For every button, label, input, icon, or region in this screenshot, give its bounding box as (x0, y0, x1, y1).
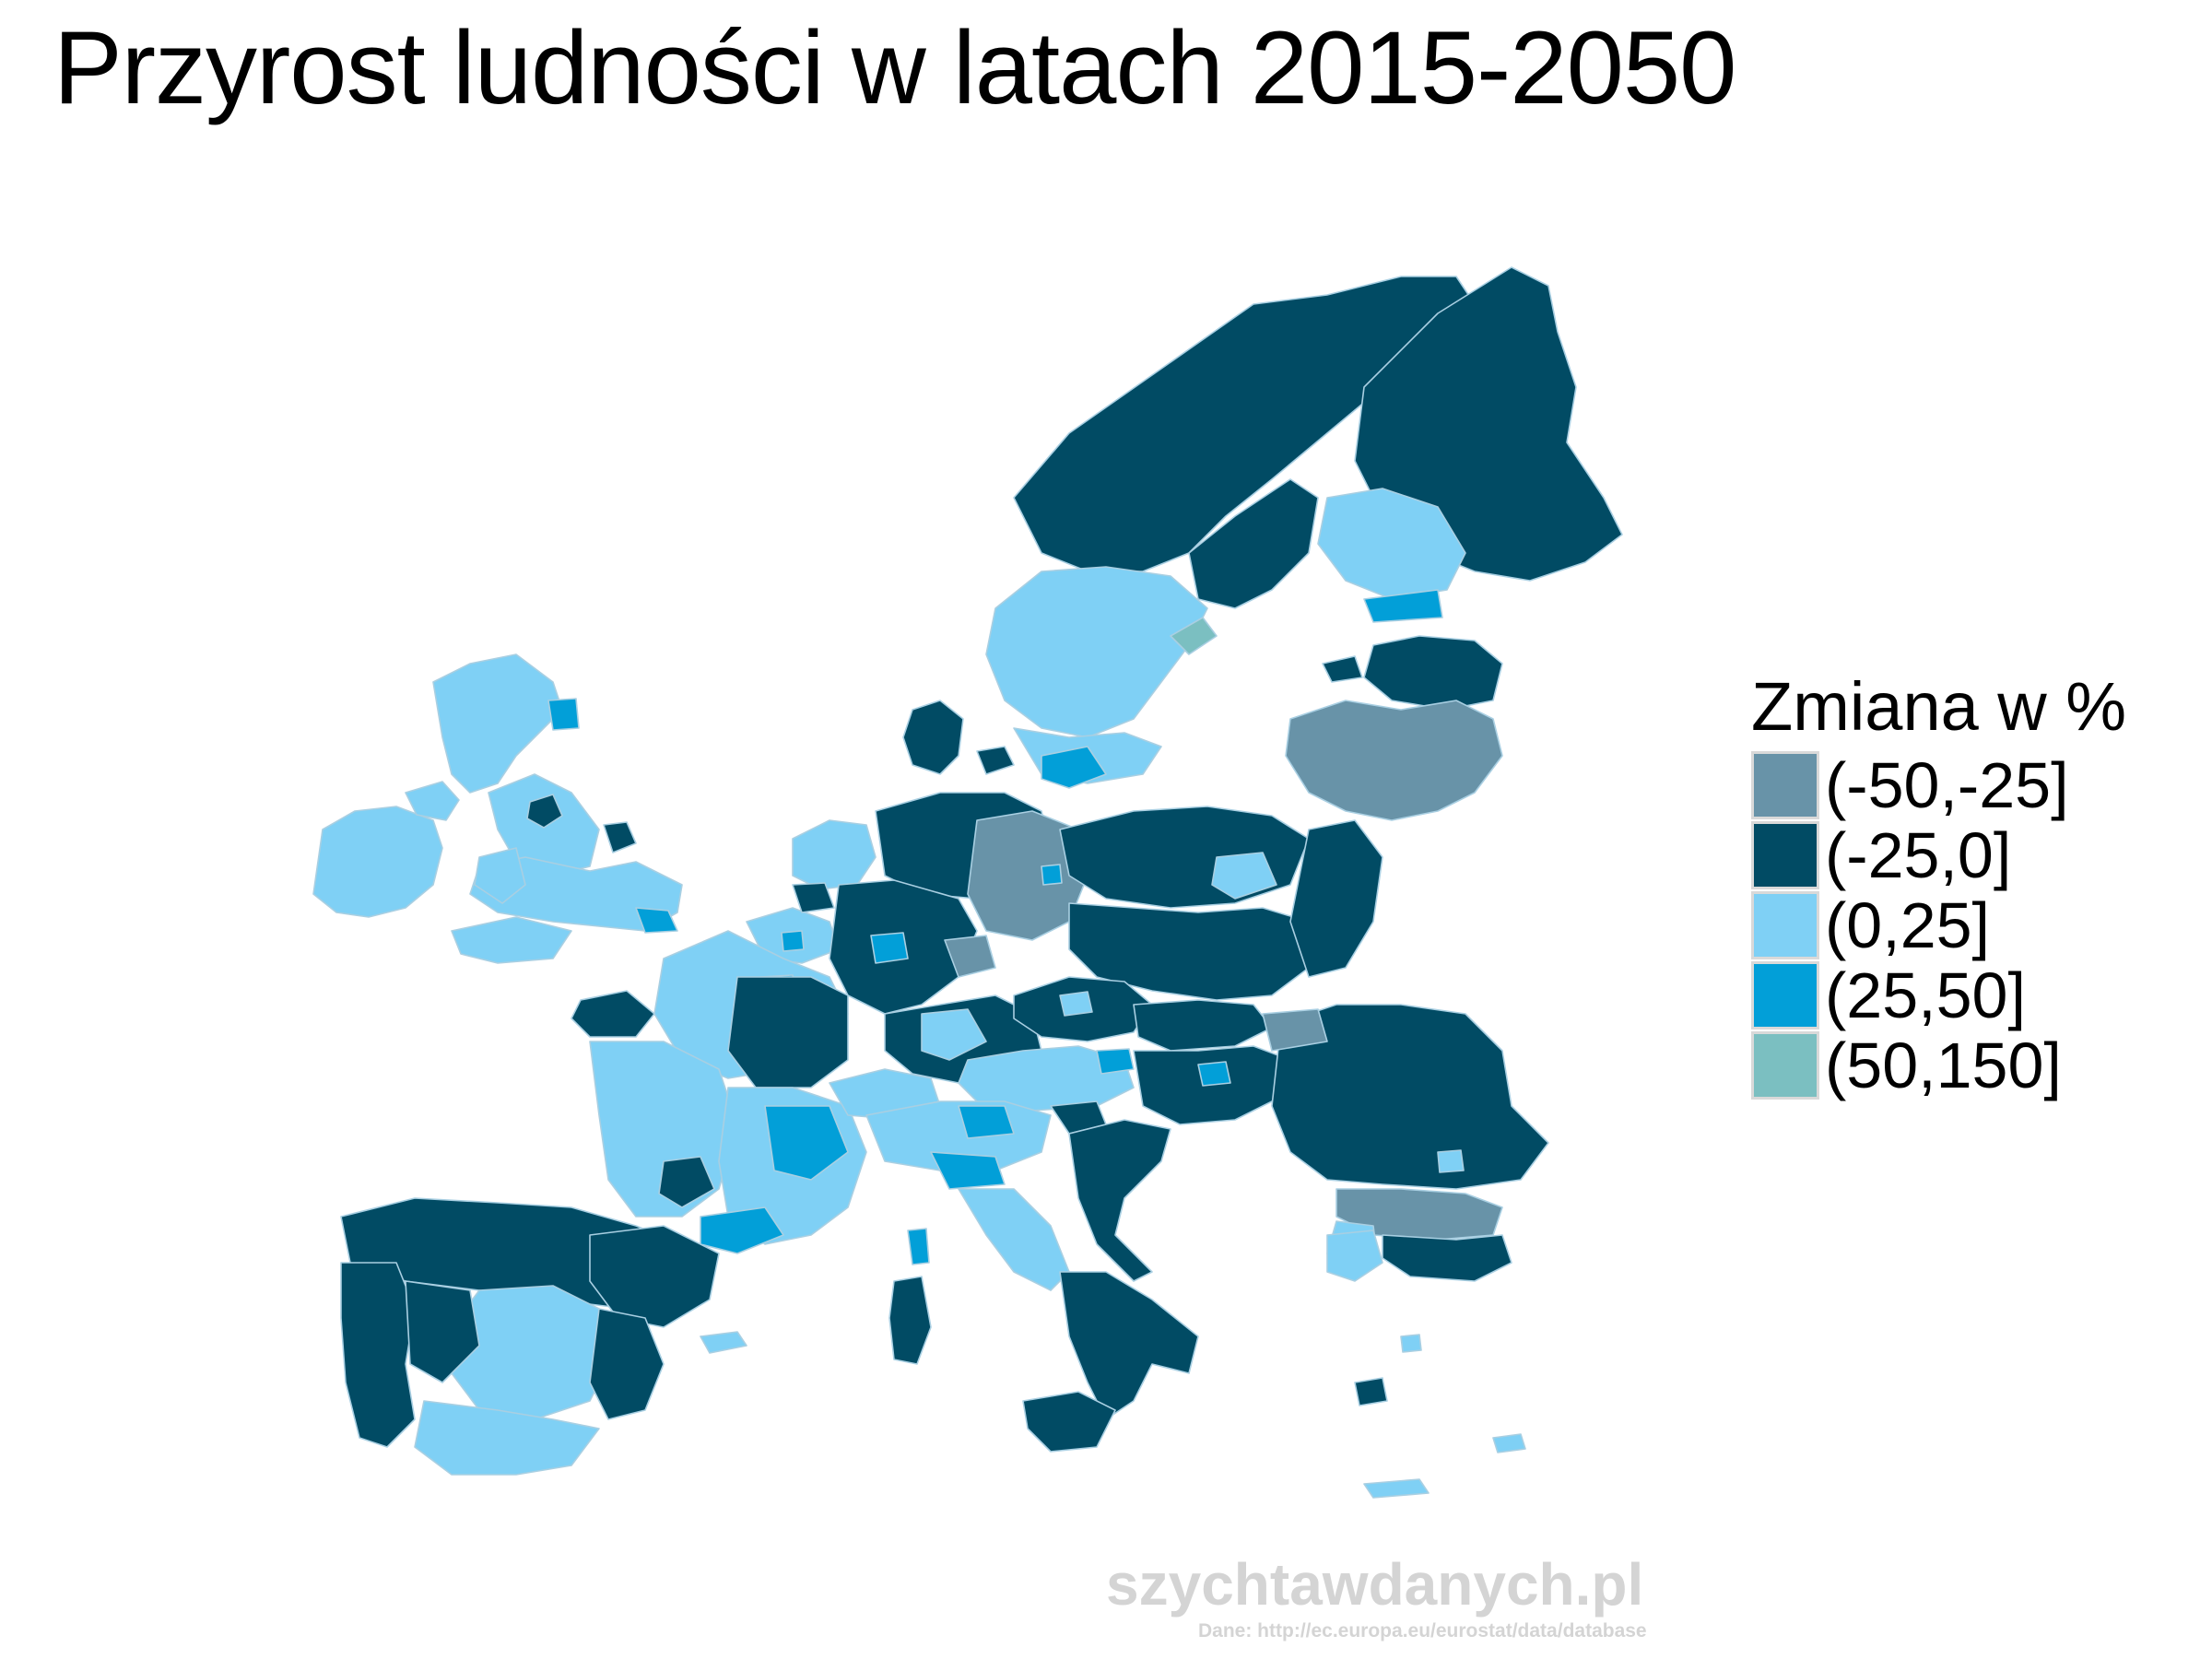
source-note: Dane: http://ec.europa.eu/eurostat/data/… (1198, 1620, 1647, 1641)
region-croatia (1068, 1119, 1171, 1282)
legend-item: (0,25] (1751, 890, 2126, 960)
region-prague (1059, 991, 1093, 1017)
region-cyprus (1492, 1433, 1526, 1453)
region-sweden-north (1188, 478, 1319, 609)
region-germany-sw-light (921, 1008, 987, 1061)
region-france-center-dark (658, 1156, 715, 1208)
region-corsica (907, 1228, 930, 1265)
region-emilia (930, 1151, 1006, 1190)
legend-swatch (1751, 751, 1819, 819)
region-vienna (1096, 1048, 1135, 1075)
region-slovakia (1133, 999, 1273, 1052)
region-portugal (340, 1262, 416, 1448)
region-england-yorkshire (526, 794, 563, 829)
legend-title: Zmiana w % (1751, 668, 2127, 745)
region-balearics (700, 1331, 747, 1354)
region-sicily (1022, 1391, 1116, 1453)
region-crete (1363, 1478, 1430, 1499)
region-berlin (1041, 864, 1063, 886)
legend-label: (-50,-25] (1825, 749, 2069, 821)
map-regions (312, 266, 1623, 1499)
legend-item: (25,50] (1751, 960, 2126, 1030)
legend-label: (-25,0] (1825, 819, 2012, 891)
region-italy-center (958, 1188, 1070, 1291)
legend-label: (25,50] (1825, 959, 2026, 1031)
region-poland-east (1289, 819, 1383, 978)
legend-item: (-25,0] (1751, 820, 2126, 890)
region-poland-south (1068, 902, 1310, 1001)
region-scotland-ne (547, 698, 580, 731)
region-budapest (1197, 1061, 1231, 1087)
region-austria (958, 1045, 1135, 1112)
region-denmark (902, 700, 964, 775)
region-romania (1271, 1004, 1549, 1190)
region-england-sw (451, 916, 572, 964)
watermark: szychtawdanych.pl (1106, 1551, 1644, 1618)
legend-swatch (1751, 961, 1819, 1030)
legend-label: (50,150] (1825, 1030, 2062, 1101)
legend-items: (-50,-25] (-25,0] (0,25] (25,50] (50,150… (1751, 750, 2126, 1100)
region-london (635, 907, 678, 934)
region-brittany (571, 990, 655, 1038)
region-latvia (1285, 700, 1503, 821)
region-sardinia (888, 1276, 932, 1365)
region-stockholm (1170, 617, 1218, 655)
region-greek-islands (1400, 1334, 1422, 1353)
region-poland-north (1059, 806, 1310, 909)
region-romania-gray (1262, 1008, 1328, 1052)
region-estonia (1363, 635, 1503, 711)
legend-swatch (1751, 891, 1819, 959)
region-england-east (603, 821, 637, 853)
legend-item: (-50,-25] (1751, 750, 2126, 820)
region-greece-north (1326, 1230, 1383, 1282)
region-frankfurt (870, 932, 909, 964)
map-legend: Zmiana w % (-50,-25] (-25,0] (0,25] (25,… (1751, 667, 2126, 1100)
region-spain-west-dark (405, 1280, 480, 1383)
region-france-east-dark (727, 976, 849, 1088)
region-greek-dark (1354, 1377, 1388, 1406)
region-provence (700, 1206, 784, 1254)
region-spain-center (451, 1285, 609, 1420)
region-sweden-mid (985, 566, 1208, 738)
region-spain-east (589, 1308, 665, 1420)
region-warsaw (1211, 852, 1277, 900)
legend-swatch (1751, 821, 1819, 889)
region-wales (474, 847, 526, 904)
region-scotland (432, 653, 563, 794)
region-brussels (781, 930, 805, 952)
legend-item: (50,150] (1751, 1030, 2126, 1100)
region-netherlands (792, 819, 877, 890)
region-ireland (312, 806, 443, 918)
region-bucharest (1437, 1149, 1465, 1173)
region-andalusia (414, 1400, 600, 1476)
region-northern-ireland (405, 781, 460, 821)
region-germany-gray (944, 935, 996, 978)
region-rhone-alpes (764, 1105, 849, 1181)
legend-swatch (1751, 1031, 1819, 1100)
region-estonia-islands (1322, 655, 1363, 683)
region-skane (1041, 746, 1107, 789)
region-benelux-dark (792, 882, 835, 913)
region-denmark-copenhagen (976, 746, 1015, 775)
map-title: Przyrost ludności w latach 2015-2050 (53, 10, 1736, 125)
region-finland-helsinki (1363, 589, 1443, 623)
region-italy-south (1059, 1271, 1199, 1420)
region-finland-south (1317, 488, 1466, 600)
region-bulgaria-dark (1382, 1234, 1512, 1282)
region-veneto (958, 1105, 1015, 1139)
region-catalonia (589, 1225, 720, 1328)
legend-label: (0,25] (1825, 889, 1990, 961)
